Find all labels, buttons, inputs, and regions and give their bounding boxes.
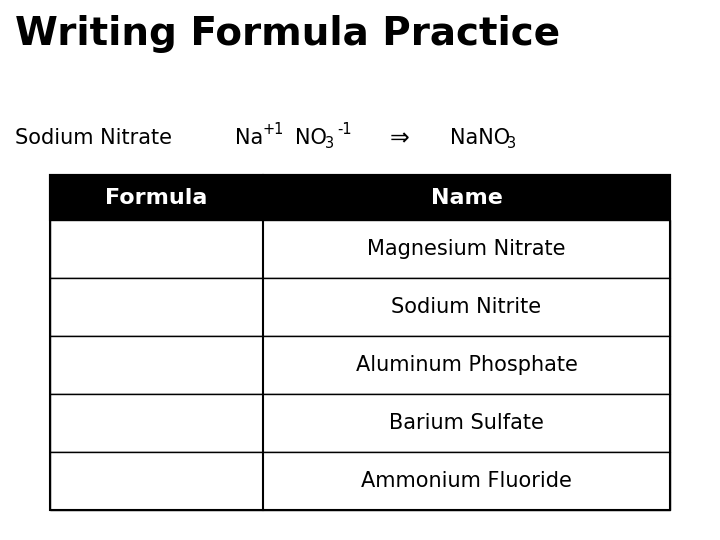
Bar bbox=[50, 278, 670, 336]
Bar bbox=[50, 175, 670, 220]
Text: Aluminum Phosphate: Aluminum Phosphate bbox=[356, 355, 577, 375]
Text: Writing Formula Practice: Writing Formula Practice bbox=[15, 15, 560, 53]
Text: Sodium Nitrite: Sodium Nitrite bbox=[392, 297, 541, 317]
Bar bbox=[50, 394, 670, 452]
Bar bbox=[50, 220, 670, 278]
Bar bbox=[50, 452, 670, 510]
Text: ⇒: ⇒ bbox=[390, 126, 410, 150]
Text: +1: +1 bbox=[263, 123, 284, 138]
Text: Na: Na bbox=[235, 128, 264, 148]
Text: NO: NO bbox=[295, 128, 327, 148]
Text: 3: 3 bbox=[325, 136, 334, 151]
Bar bbox=[50, 175, 670, 510]
Text: Sodium Nitrate: Sodium Nitrate bbox=[15, 128, 172, 148]
Text: Barium Sulfate: Barium Sulfate bbox=[389, 413, 544, 433]
Text: -1: -1 bbox=[337, 123, 351, 138]
Text: Name: Name bbox=[431, 187, 503, 207]
Bar bbox=[50, 336, 670, 394]
Text: Ammonium Fluoride: Ammonium Fluoride bbox=[361, 471, 572, 491]
Text: Formula: Formula bbox=[105, 187, 207, 207]
Text: NaNO: NaNO bbox=[450, 128, 510, 148]
Text: Magnesium Nitrate: Magnesium Nitrate bbox=[367, 239, 566, 259]
Text: 3: 3 bbox=[507, 136, 516, 151]
